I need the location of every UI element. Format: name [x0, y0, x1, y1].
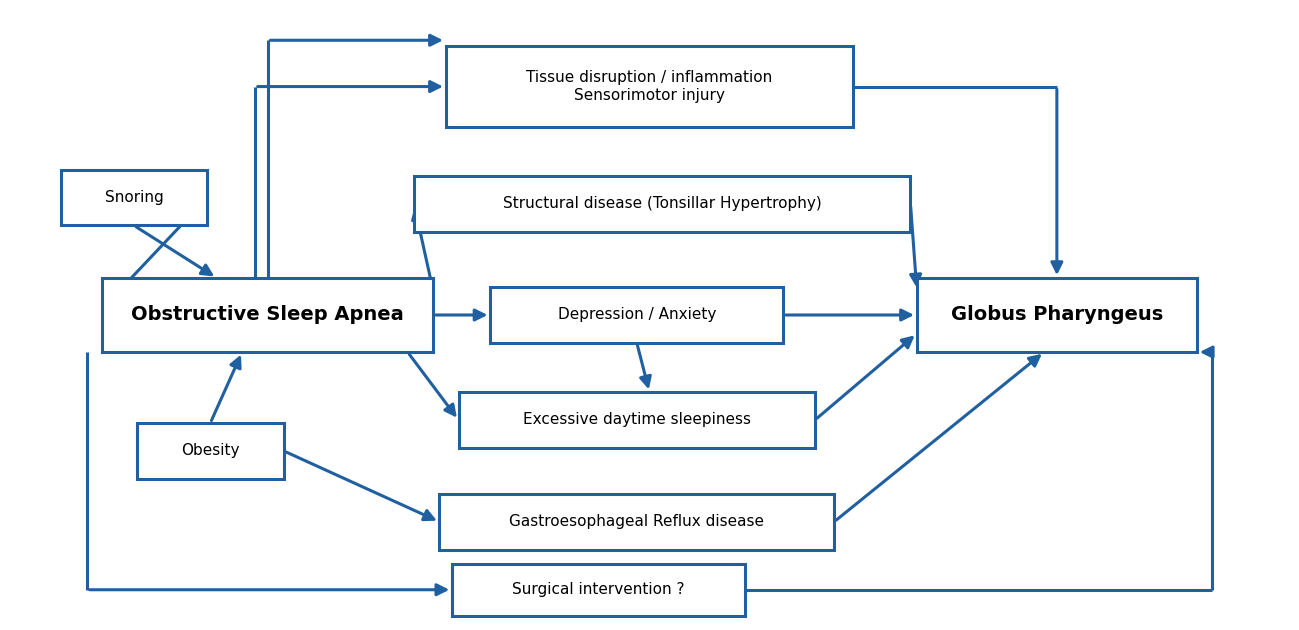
Text: Obstructive Sleep Apnea: Obstructive Sleep Apnea: [131, 306, 404, 324]
FancyBboxPatch shape: [138, 423, 283, 479]
FancyBboxPatch shape: [459, 392, 814, 448]
Text: Snoring: Snoring: [104, 190, 164, 205]
FancyBboxPatch shape: [452, 563, 746, 616]
Text: Gastroesophageal Reflux disease: Gastroesophageal Reflux disease: [509, 514, 764, 529]
Text: Tissue disruption / inflammation
Sensorimotor injury: Tissue disruption / inflammation Sensori…: [526, 71, 773, 103]
Text: Depression / Anxiety: Depression / Anxiety: [557, 307, 716, 323]
FancyBboxPatch shape: [61, 170, 207, 226]
FancyBboxPatch shape: [103, 278, 433, 352]
FancyBboxPatch shape: [439, 494, 834, 549]
FancyBboxPatch shape: [414, 176, 911, 232]
FancyBboxPatch shape: [446, 47, 853, 127]
Text: Excessive daytime sleepiness: Excessive daytime sleepiness: [522, 413, 751, 428]
Text: Obesity: Obesity: [181, 444, 239, 459]
Text: Structural disease (Tonsillar Hypertrophy): Structural disease (Tonsillar Hypertroph…: [503, 197, 821, 212]
FancyBboxPatch shape: [491, 287, 783, 343]
Text: Globus Pharyngeus: Globus Pharyngeus: [951, 306, 1163, 324]
Text: Surgical intervention ?: Surgical intervention ?: [512, 582, 685, 597]
FancyBboxPatch shape: [917, 278, 1196, 352]
